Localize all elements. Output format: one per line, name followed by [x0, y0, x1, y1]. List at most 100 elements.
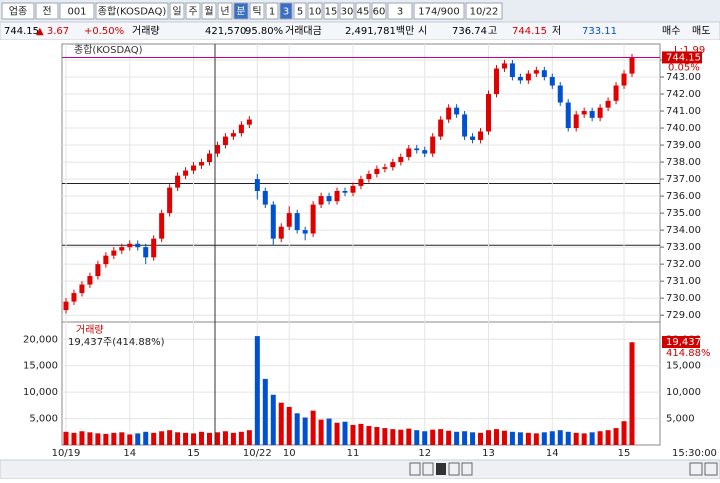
- toolbar-button[interactable]: [355, 2, 371, 20]
- nav-button[interactable]: [704, 462, 718, 476]
- toolbar-text[interactable]: 10/22: [470, 7, 499, 18]
- candle-body: [254, 179, 260, 191]
- volume-bar: [238, 431, 244, 445]
- toolbar-button[interactable]: [413, 2, 465, 20]
- toolbar-text[interactable]: 15: [325, 7, 338, 18]
- toolbar-text[interactable]: 10: [309, 7, 322, 18]
- nav-button[interactable]: [436, 463, 446, 475]
- volume-bar: [493, 429, 499, 445]
- toolbar-button[interactable]: [339, 2, 355, 20]
- toolbar-text[interactable]: 174/900: [418, 7, 460, 18]
- volume-bar: [414, 430, 420, 445]
- y-tick-label: 736.00: [666, 191, 701, 202]
- nav-button[interactable]: [448, 462, 460, 476]
- candle-body: [183, 170, 189, 176]
- volume-bar: [71, 432, 77, 445]
- volume-bar: [95, 433, 101, 445]
- toolbar-text[interactable]: 주: [188, 7, 197, 18]
- toolbar-button[interactable]: [293, 2, 307, 20]
- volume-bar: [525, 432, 531, 445]
- toolbar-text[interactable]: 45: [357, 7, 370, 18]
- toolbar-text[interactable]: 분: [236, 6, 245, 18]
- toolbar-button[interactable]: [201, 2, 217, 20]
- toolbar-button[interactable]: [95, 2, 169, 20]
- toolbar-text[interactable]: 일: [172, 6, 181, 18]
- toolbar-button[interactable]: [265, 2, 279, 20]
- toolbar-button[interactable]: [279, 2, 293, 20]
- toolbar-text[interactable]: 업종: [9, 5, 27, 18]
- volume-bar: [478, 432, 484, 445]
- volume-bar: [621, 421, 627, 445]
- volume-bar: [390, 429, 396, 445]
- volume-bar: [430, 429, 436, 445]
- candle-body: [95, 264, 101, 277]
- toolbar-button[interactable]: [233, 2, 249, 20]
- volume-bar: [557, 430, 563, 445]
- volume-bar: [366, 425, 372, 445]
- volume-bar: [79, 431, 85, 445]
- volume-bar: [127, 434, 133, 445]
- info-text[interactable]: 매수: [662, 25, 680, 37]
- y-tick-label: 741.00: [666, 106, 701, 117]
- candle-body: [119, 247, 125, 251]
- x-tick-label: 15: [187, 448, 200, 459]
- toolbar-text[interactable]: 전: [42, 6, 51, 18]
- toolbar-button[interactable]: [217, 2, 233, 20]
- volume-bar: [167, 430, 173, 445]
- candle-body: [446, 107, 452, 120]
- toolbar-text[interactable]: 5: [297, 7, 303, 18]
- volume-bar: [541, 432, 547, 445]
- volume-bar: [318, 419, 324, 445]
- toolbar-text[interactable]: 3: [397, 7, 403, 18]
- toolbar-button[interactable]: [185, 2, 201, 20]
- volume-tick-label: 15,000: [666, 361, 701, 372]
- toolbar-button[interactable]: [387, 2, 413, 20]
- nav-buttons[interactable]: [409, 462, 718, 476]
- candle-body: [390, 162, 396, 168]
- volume-bar: [342, 421, 348, 445]
- toolbar-text[interactable]: 종합(KOSDAQ): [98, 6, 167, 18]
- toolbar-text[interactable]: 3: [283, 7, 289, 18]
- nav-button[interactable]: [689, 462, 703, 476]
- x-tick-label: 13: [482, 448, 495, 459]
- nav-button[interactable]: [461, 462, 473, 476]
- toolbar-button[interactable]: [371, 2, 387, 20]
- toolbar-button[interactable]: [35, 2, 59, 20]
- toolbar-text[interactable]: 30: [341, 7, 354, 18]
- info-text[interactable]: 매도: [692, 25, 710, 37]
- toolbar-button[interactable]: [323, 2, 339, 20]
- volume-bar: [143, 431, 149, 445]
- candle-body: [191, 165, 197, 171]
- info-text: 2,491,781백만: [345, 25, 414, 37]
- toolbar-text[interactable]: 년: [220, 6, 229, 18]
- toolbar-text[interactable]: 월: [204, 6, 213, 18]
- candle-body: [358, 179, 364, 186]
- y-tick-label: 737.00: [666, 174, 701, 185]
- toolbar-button[interactable]: [249, 2, 265, 20]
- candle-body: [167, 187, 173, 214]
- toolbar-text[interactable]: 틱: [252, 6, 261, 18]
- volume-bar: [103, 433, 109, 445]
- toolbar-text[interactable]: 1: [269, 7, 275, 18]
- volume-bar: [214, 432, 220, 445]
- toolbar-button[interactable]: [465, 2, 503, 20]
- toolbar-text[interactable]: 60: [373, 7, 386, 18]
- candle-body: [549, 77, 555, 86]
- candle-body: [151, 238, 157, 258]
- nav-button[interactable]: [422, 462, 434, 476]
- info-text: 저: [552, 25, 561, 37]
- volume-bar: [151, 432, 157, 445]
- toolbar-text[interactable]: 001: [67, 7, 86, 18]
- y-tick-label: 743.00: [666, 72, 701, 83]
- toolbar-button[interactable]: [1, 2, 35, 20]
- toolbar-button[interactable]: [307, 2, 323, 20]
- info-text: 시: [418, 25, 427, 37]
- toolbar-button[interactable]: [169, 2, 185, 20]
- volume-bar: [446, 430, 452, 445]
- volume-bar: [597, 431, 603, 445]
- y-tick-label: 730.00: [666, 293, 701, 304]
- y-tick-label: 735.00: [666, 208, 701, 219]
- nav-button[interactable]: [409, 462, 421, 476]
- toolbar-button[interactable]: [59, 2, 95, 20]
